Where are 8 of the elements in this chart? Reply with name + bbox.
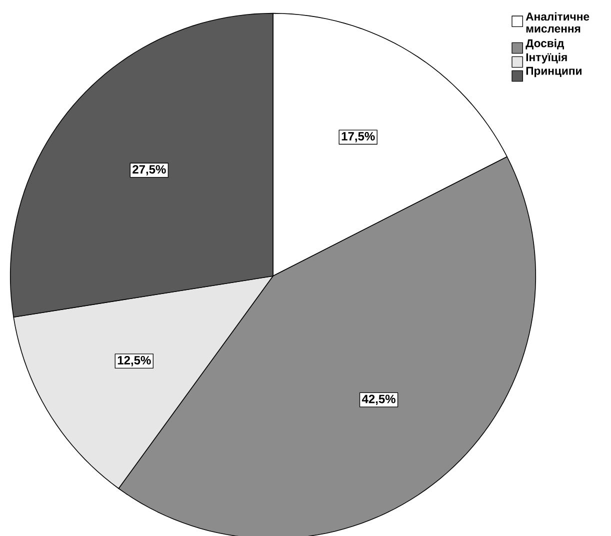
legend-label: Досвід [526, 38, 564, 50]
legend-label: Принципи [526, 66, 582, 78]
data-label: 42,5% [362, 394, 396, 405]
legend-label: Аналітичне мислення [526, 12, 590, 33]
data-label: 27,5% [132, 165, 166, 176]
data-label: 17,5% [342, 132, 375, 142]
data-label: 12,5% [118, 356, 151, 366]
legend-label: Інтуїція [526, 52, 567, 64]
